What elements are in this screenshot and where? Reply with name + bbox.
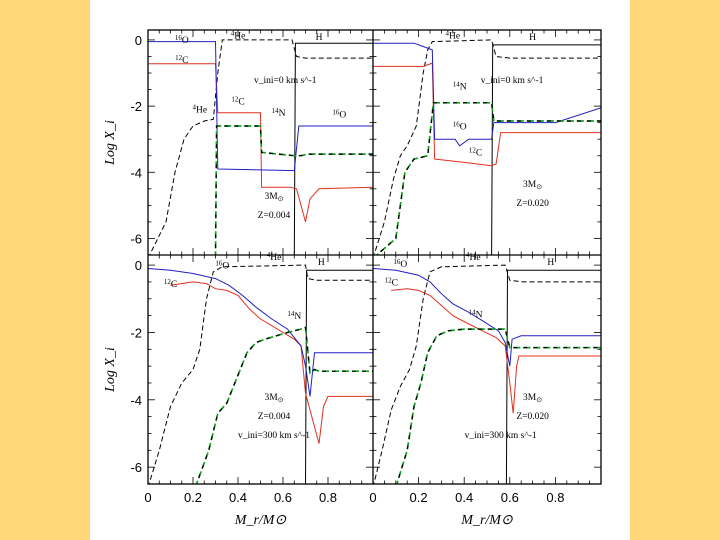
series-4He-line	[373, 39, 601, 255]
abundance-profile-figure: 16O 12C 4He H 4He 12C 14N 16O 3M⊙ Z=0.004 v_ini=0 …	[103, 29, 602, 528]
x-tick-label: 0.4	[455, 490, 473, 505]
info-rotation: v_ini=300 km s^-1	[465, 431, 537, 441]
y-tick-label: 0	[135, 33, 142, 48]
species-label-4He: 4He	[231, 29, 246, 41]
series-H-line	[293, 42, 373, 255]
x-tick-label: 0	[144, 490, 151, 505]
series-4He-line	[373, 264, 601, 484]
info-rotation: v_ini=0 km s^-1	[481, 76, 544, 86]
info-metallicity: Z=0.004	[258, 412, 291, 422]
panel-series	[148, 264, 373, 484]
panel-series	[373, 264, 601, 484]
species-label-14N: 14N	[453, 81, 467, 93]
species-label-4He: 4He	[446, 29, 461, 41]
series-4He-line	[149, 39, 373, 255]
species-label-16O: 16O	[215, 259, 229, 271]
panel-bottom-left: 16O 12C 4He H 14N 3M⊙ Z=0.004 v_ini=300 km s^-1	[148, 251, 373, 484]
series-12C-line	[391, 288, 601, 414]
series-14N-line	[395, 328, 601, 484]
species-label-4He: 4He	[267, 251, 282, 263]
species-label-16O: 16O	[393, 258, 407, 270]
x-tick-label: 0.6	[501, 490, 519, 505]
y-tick-label: -2	[130, 99, 142, 114]
species-label-16O: 16O	[453, 120, 467, 132]
y-tick-label: -4	[130, 393, 142, 408]
series-14N-line	[375, 101, 601, 255]
info-metallicity: Z=0.020	[516, 199, 549, 209]
species-label-12C: 12C	[385, 276, 398, 288]
series-H-line	[505, 269, 601, 484]
species-label-4He: 4He	[192, 104, 207, 116]
panel-top-left: 16O 12C 4He H 4He 12C 14N 16O 3M⊙ Z=0.004 v_ini=0 …	[148, 29, 373, 255]
x-tick-label: 0.6	[274, 490, 292, 505]
y-axis-label: Log X_i	[103, 120, 118, 166]
series-14N-line	[195, 326, 373, 484]
species-label-14N: 14N	[272, 107, 286, 119]
species-label-14N: 14N	[469, 308, 483, 320]
series-14N-overlay-line	[375, 102, 601, 255]
series-16O-line	[148, 41, 373, 172]
info-mass: 3M⊙	[523, 393, 542, 404]
panel-ticks	[373, 30, 601, 255]
x-tick-label: 0.2	[184, 490, 202, 505]
species-label-16O: 16O	[175, 34, 189, 46]
y-tick-label: -2	[130, 325, 142, 340]
y-tick-label: -4	[130, 165, 142, 180]
x-axis-label: M_r/M⊙	[234, 513, 287, 528]
species-label-12C: 12C	[231, 95, 244, 107]
slide-panel: 16O 12C 4He H 4He 12C 14N 16O 3M⊙ Z=0.004 v_ini=0 …	[90, 0, 630, 540]
species-label-H: H	[529, 33, 536, 43]
series-14N-overlay-line	[396, 328, 601, 484]
panel-top-right: 4He H 14N 16O 12C 3M⊙ Z=0.020 v_ini=0 km s^-1	[373, 29, 601, 255]
panel-series	[373, 39, 601, 255]
y-tick-label: 0	[135, 258, 142, 273]
x-axis-label: M_r/M⊙	[460, 513, 513, 528]
species-label-12C: 12C	[164, 278, 177, 290]
series-16O-line	[373, 268, 601, 367]
y-axis-label: Log X_i	[103, 347, 118, 393]
species-label-H: H	[318, 258, 325, 268]
info-metallicity: Z=0.004	[258, 211, 291, 221]
series-12C-line	[170, 281, 373, 444]
series-12C-line	[148, 63, 373, 223]
info-rotation: v_ini=300 km s^-1	[238, 431, 310, 441]
panel-ticks	[148, 255, 373, 484]
y-tick-label: -6	[130, 231, 142, 246]
x-tick-label: 0.8	[546, 490, 564, 505]
panel-ticks	[373, 255, 601, 484]
species-label-4He: 4He	[466, 251, 481, 263]
x-tick-label: 0	[369, 490, 376, 505]
info-mass: 3M⊙	[523, 180, 542, 191]
info-mass: 3M⊙	[264, 192, 283, 203]
species-label-14N: 14N	[287, 310, 301, 322]
panel-bottom-right: 16O 12C 4He H 14N 3M⊙ Z=0.020 v_ini=300 km s^-1	[373, 251, 601, 484]
series-16O-line	[373, 42, 601, 147]
figure-frame	[147, 29, 602, 485]
x-tick-label: 0.2	[410, 490, 428, 505]
series-12C-line	[373, 62, 601, 167]
x-tick-label: 0.8	[319, 490, 337, 505]
species-label-12C: 12C	[175, 54, 188, 66]
panel-series	[148, 39, 373, 255]
species-label-12C: 12C	[469, 147, 482, 159]
x-tick-label: 0.4	[229, 490, 247, 505]
species-label-H: H	[316, 33, 323, 43]
info-mass: 3M⊙	[264, 393, 283, 404]
species-label-16O: 16O	[332, 109, 346, 121]
info-rotation: v_ini=0 km s^-1	[254, 76, 317, 86]
y-tick-label: -6	[130, 460, 142, 475]
series-4He-line	[148, 264, 373, 484]
series-H-line	[305, 269, 373, 484]
series-16O-line	[148, 268, 373, 397]
species-label-H: H	[547, 258, 554, 268]
info-metallicity: Z=0.020	[516, 412, 549, 422]
